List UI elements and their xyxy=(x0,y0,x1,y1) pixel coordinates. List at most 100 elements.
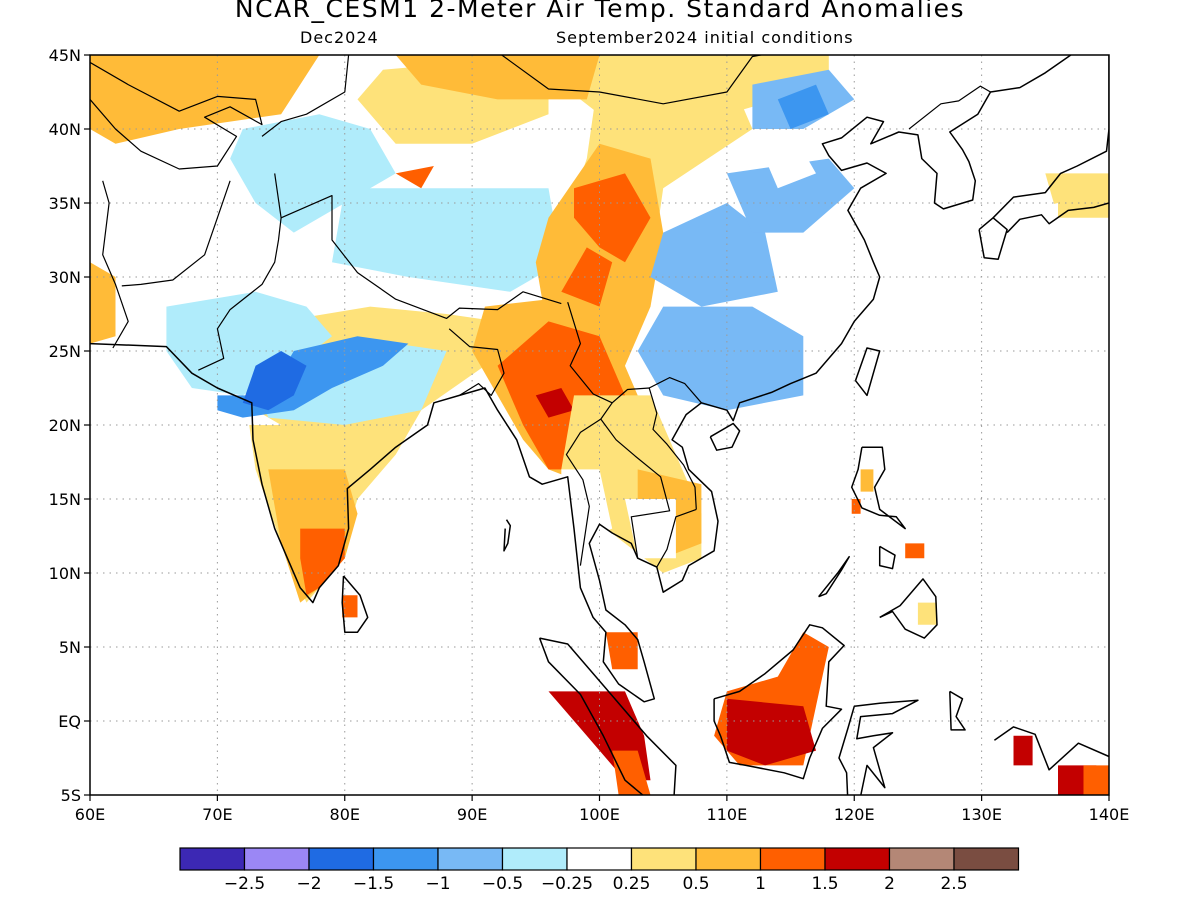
coastline-palawan xyxy=(818,555,850,598)
lat-tick-label: EQ xyxy=(58,712,81,731)
coastline-andaman xyxy=(503,519,512,552)
border-thai-laos xyxy=(600,418,671,559)
colorbar-swatch xyxy=(824,847,891,871)
anomaly-region-china-south-cool xyxy=(637,306,804,411)
lat-tick-label: 15N xyxy=(49,490,81,509)
coastline-border-layer xyxy=(90,55,1109,795)
valid-month-label: Dec2024 xyxy=(300,28,379,47)
lon-tick-label: 130E xyxy=(961,805,1002,824)
border-bangladesh xyxy=(448,328,505,396)
coastline-panay-samar xyxy=(878,545,896,570)
colorbar-swatch xyxy=(501,847,568,871)
border-myanmar-thai xyxy=(565,418,602,566)
border-cambodia-viet xyxy=(656,508,697,568)
colorbar-swatch xyxy=(953,847,1020,871)
anomaly-region-northeast-mild xyxy=(981,55,1109,100)
anomaly-region-india-tip-hot xyxy=(300,528,345,596)
coastline-taiwan xyxy=(854,347,881,397)
lat-tick-label: 25N xyxy=(49,342,81,361)
coastline-sulawesi xyxy=(838,699,919,795)
coastline-hainan xyxy=(709,422,741,451)
lat-tick-label: 20N xyxy=(49,416,81,435)
coastline-kyushu xyxy=(978,217,1008,260)
colorbar-swatch xyxy=(759,847,826,871)
anomaly-region-china-east-cool xyxy=(726,158,855,233)
border-myanmar-china xyxy=(567,302,613,420)
anomaly-region-srilanka-hot xyxy=(342,595,358,618)
lon-tick-label: 60E xyxy=(75,805,105,824)
anomaly-region-india-cool-strong xyxy=(242,351,307,411)
colorbar-swatch xyxy=(308,847,375,871)
coastline-new-guinea xyxy=(993,726,1109,771)
init-conditions-label: September2024 initial conditions xyxy=(556,28,854,47)
coastline-srilanka xyxy=(341,575,369,633)
lon-tick-label: 90E xyxy=(457,805,487,824)
lon-tick-label: 80E xyxy=(330,805,360,824)
anomaly-region-tibet-hot xyxy=(561,247,613,307)
lat-tick-label: 40N xyxy=(49,120,81,139)
anomaly-region-northwest-neutral xyxy=(230,114,396,233)
colorbar: −2.5 −2 −1.5 −1 −0.5 −0.25 0.25 0.5 1 1.5 2 2.5 xyxy=(179,847,1020,894)
anomaly-region-japan-warm xyxy=(1045,173,1109,218)
colorbar-label: −0.25 xyxy=(541,874,593,894)
colorbar-swatch xyxy=(630,847,697,871)
border-afghan-pak xyxy=(121,180,231,287)
anomaly-region-cambodia-mild xyxy=(625,499,676,559)
colorbar-swatch xyxy=(437,847,504,871)
colorbar-label: −1 xyxy=(425,874,450,894)
anomaly-region-sumatra-hot xyxy=(612,750,651,795)
lat-tick-label: 10N xyxy=(49,564,81,583)
anomaly-region-papua-extreme xyxy=(1013,735,1033,766)
anomaly-region-iran-strong xyxy=(90,262,116,344)
border-mongolia xyxy=(500,55,765,105)
colorbar-label: 1.5 xyxy=(811,874,838,894)
lat-tick-label: 5N xyxy=(59,638,81,657)
colorbar-swatch xyxy=(695,847,762,871)
border-china-viet xyxy=(648,377,702,404)
lon-tick-label: 100E xyxy=(579,805,620,824)
coastline-borneo xyxy=(713,624,845,780)
border-himalaya xyxy=(280,195,562,319)
lat-tick-label: 5S xyxy=(61,786,81,805)
anomaly-region-pakistan-neutral xyxy=(166,291,332,396)
anomaly-region-borneo-extreme xyxy=(726,698,816,766)
border-nk-china xyxy=(908,85,991,130)
lat-tick-label: 30N xyxy=(49,268,81,287)
anomaly-region-visayas-hot xyxy=(905,543,925,559)
anomaly-region-malaya-hot xyxy=(605,632,638,670)
anomaly-region-qaidam-hot xyxy=(395,166,434,189)
anomaly-region-tibet-neutral xyxy=(332,188,562,292)
anomaly-region-mindanao-warm xyxy=(917,602,937,625)
colorbar-label: −0.5 xyxy=(482,874,523,894)
lat-lon-grid xyxy=(90,55,1109,795)
anomaly-region-china-central-cool xyxy=(650,203,778,307)
anomaly-region-luzon-strong xyxy=(860,469,874,492)
coastline-sumatra xyxy=(538,637,677,795)
anomaly-region-korea-mild xyxy=(905,84,982,203)
colorbar-label: 1 xyxy=(755,874,766,894)
colorbar-swatch xyxy=(179,847,246,871)
colorbar-label: −2.5 xyxy=(224,874,265,894)
anomaly-region-png-hot xyxy=(1083,765,1109,795)
colorbar-swatch xyxy=(888,847,955,871)
colorbar-label: 0.25 xyxy=(613,874,651,894)
lat-tick-label: 35N xyxy=(49,194,81,213)
lon-tick-label: 140E xyxy=(1089,805,1130,824)
border-china-kazakh xyxy=(261,55,350,137)
colorbar-label: 2 xyxy=(884,874,895,894)
colorbar-label: 0.5 xyxy=(682,874,709,894)
anomaly-region-china-east-mild xyxy=(765,151,816,189)
coastline-eurasia-coast xyxy=(90,55,1072,703)
lon-tick-label: 120E xyxy=(834,805,875,824)
colorbar-swatch xyxy=(372,847,439,871)
coastline-halmahera xyxy=(949,690,966,731)
border-pak-india xyxy=(198,173,282,371)
anomaly-region-japan-mild xyxy=(994,203,1058,248)
lon-tick-label: 70E xyxy=(202,805,232,824)
border-central-asia xyxy=(90,61,263,170)
coastline-mindanao xyxy=(879,578,938,639)
lat-tick-label: 45N xyxy=(49,46,81,65)
colorbar-swatch xyxy=(243,847,310,871)
